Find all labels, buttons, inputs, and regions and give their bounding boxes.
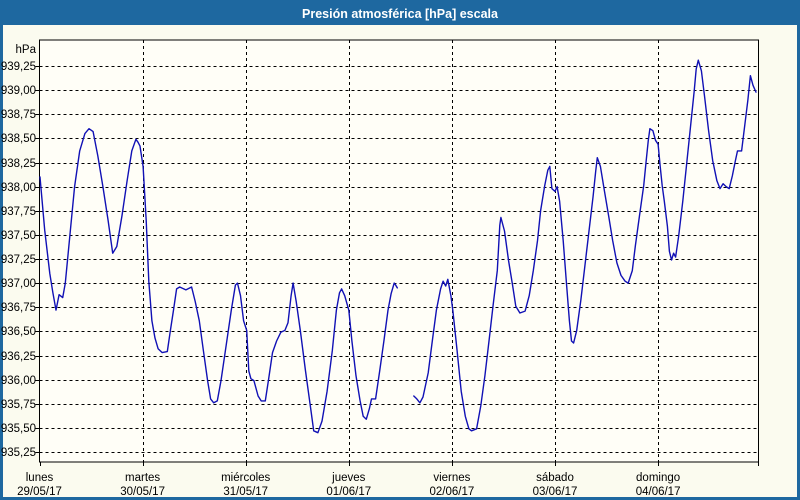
y-tick-label: 936,50 bbox=[1, 326, 36, 338]
y-tick-label: 938,25 bbox=[1, 158, 36, 170]
x-day-name: sábado bbox=[536, 472, 574, 484]
window-title: Presión atmosférica [hPa] escala bbox=[302, 7, 498, 21]
y-axis-labels: hPa 939,25 939,00 938,75 938,50 938,25 938,00 9… bbox=[1, 44, 37, 459]
x-day-date: 01/06/17 bbox=[326, 486, 371, 498]
axis-ticks bbox=[35, 66, 759, 466]
x-day-date: 03/06/17 bbox=[533, 486, 578, 498]
title-bar: Presión atmosférica [hPa] escala bbox=[3, 3, 797, 25]
y-tick-label: 938,00 bbox=[1, 182, 36, 194]
x-day-date: 29/05/17 bbox=[17, 486, 62, 498]
y-tick-label: 939,25 bbox=[1, 61, 36, 73]
y-tick-label: 936,25 bbox=[1, 351, 36, 363]
x-day-date: 02/06/17 bbox=[430, 486, 475, 498]
x-day-date: 30/05/17 bbox=[120, 486, 165, 498]
x-day-name: domingo bbox=[636, 472, 680, 484]
y-tick-label: 935,75 bbox=[1, 399, 36, 411]
y-tick-label: 937,50 bbox=[1, 230, 36, 242]
y-tick-label: 939,00 bbox=[1, 85, 36, 97]
y-tick-label: 935,50 bbox=[1, 423, 36, 435]
x-axis-labels: lunes 29/05/17 martes 30/05/17 miércoles 31/0… bbox=[17, 472, 680, 498]
y-tick-label: 938,50 bbox=[1, 133, 36, 145]
x-day-date: 04/06/17 bbox=[636, 486, 681, 498]
y-tick-label: 938,75 bbox=[1, 109, 36, 121]
x-day-name: martes bbox=[125, 472, 160, 484]
pressure-line-segment bbox=[413, 59, 757, 432]
y-axis-unit-label: hPa bbox=[16, 44, 37, 56]
y-tick-label: 937,25 bbox=[1, 254, 36, 266]
y-tick-label: 936,00 bbox=[1, 375, 36, 387]
plot-border bbox=[39, 39, 759, 463]
y-tick-label: 937,75 bbox=[1, 206, 36, 218]
x-day-name: miércoles bbox=[221, 472, 270, 484]
x-day-name: jueves bbox=[331, 472, 365, 484]
y-tick-label: 937,00 bbox=[1, 278, 36, 290]
plot-area bbox=[39, 40, 759, 462]
x-day-name: viernes bbox=[433, 472, 470, 484]
gridlines bbox=[39, 40, 759, 462]
pressure-line-segment bbox=[39, 127, 398, 434]
x-day-name: lunes bbox=[26, 472, 54, 484]
y-tick-label: 936,75 bbox=[1, 302, 36, 314]
y-tick-label: 935,25 bbox=[1, 447, 36, 459]
x-day-date: 31/05/17 bbox=[223, 486, 268, 498]
